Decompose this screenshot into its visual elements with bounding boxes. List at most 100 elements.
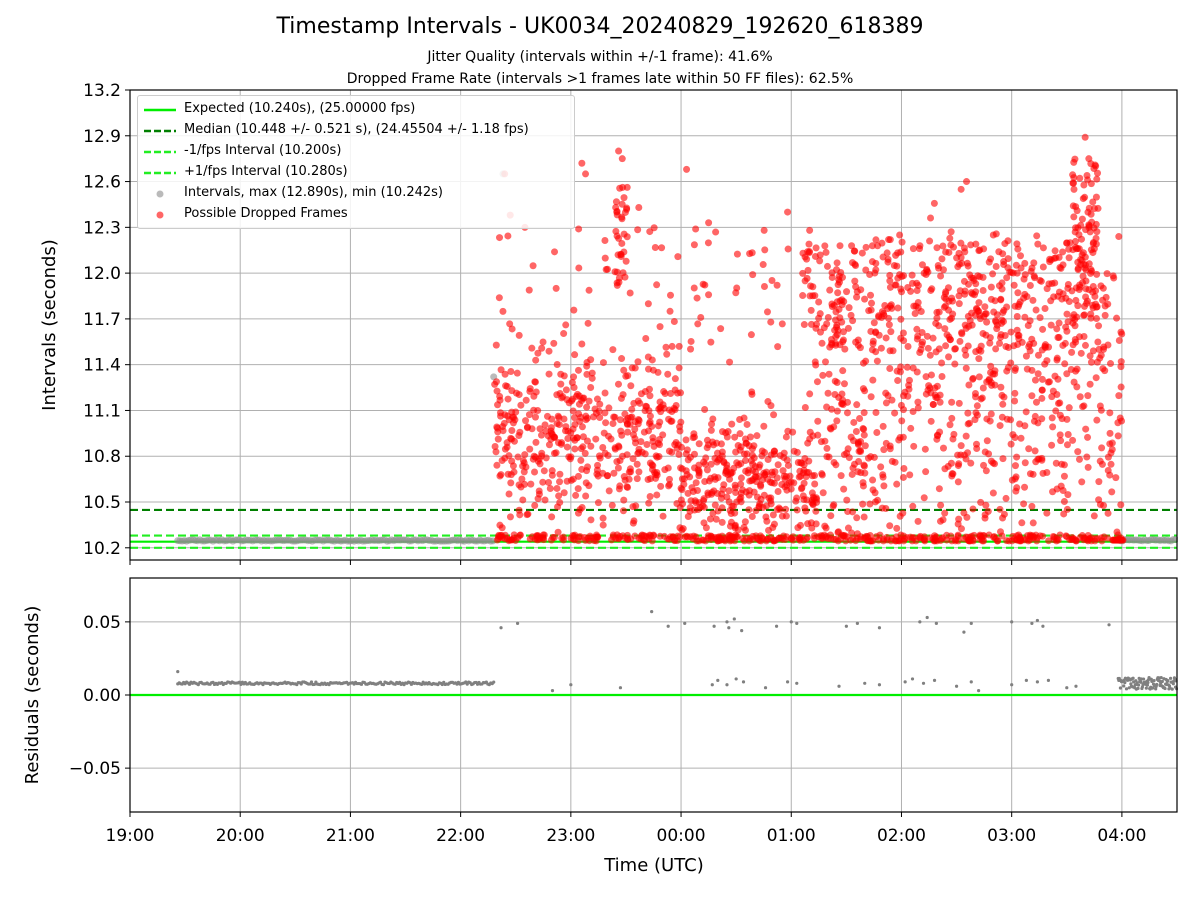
dropped-frame-point xyxy=(545,478,553,486)
dropped-frame-point xyxy=(1093,175,1101,183)
dropped-frame-point xyxy=(495,294,503,302)
dropped-frame-point xyxy=(789,536,797,544)
dropped-frame-point xyxy=(794,524,802,532)
dropped-frame-point xyxy=(987,255,995,263)
dropped-frame-point xyxy=(1052,254,1060,262)
dropped-frame-point xyxy=(989,489,997,497)
dropped-frame-point xyxy=(571,351,579,359)
dropped-frame-point xyxy=(897,363,905,371)
chart-title: Timestamp Intervals - UK0034_20240829_19… xyxy=(276,14,924,39)
dropped-frame-point xyxy=(982,467,990,475)
dropped-frame-point xyxy=(578,159,586,167)
dropped-frame-point xyxy=(909,245,917,253)
dropped-frame-point xyxy=(709,441,717,449)
dropped-frame-point xyxy=(1068,348,1076,356)
residual-point-45 xyxy=(954,684,959,688)
dropped-frame-point xyxy=(707,426,715,434)
dropped-frame-point xyxy=(578,504,586,512)
dropped-frame-point xyxy=(690,284,698,292)
residual-point xyxy=(1139,680,1143,684)
dropped-frame-point xyxy=(998,413,1006,421)
dropped-frame-point xyxy=(938,359,946,367)
dropped-frame-point xyxy=(1021,483,1029,491)
dropped-frame-point xyxy=(801,253,809,261)
dropped-frame-point xyxy=(825,453,833,461)
dropped-frame-point xyxy=(659,512,667,520)
dropped-frame-point xyxy=(914,281,922,289)
dropped-frame-point xyxy=(868,346,876,354)
dropped-frame-point xyxy=(1064,491,1072,499)
dropped-frame-point xyxy=(997,383,1005,391)
dropped-frame-point xyxy=(731,433,739,441)
dropped-frame-point xyxy=(950,243,958,251)
dropped-frame-point xyxy=(748,445,756,453)
dropped-frame-point xyxy=(1038,394,1046,402)
dropped-frame-point xyxy=(1093,416,1101,424)
dropped-frame-point xyxy=(690,241,698,249)
dropped-frame-point xyxy=(860,461,868,469)
dropped-frame-point xyxy=(726,358,734,366)
dropped-frame-point xyxy=(1060,472,1068,480)
dropped-frame-point xyxy=(707,338,715,346)
dropped-frame-point xyxy=(706,515,714,523)
dropped-frame-point xyxy=(579,443,587,451)
dropped-frame-point xyxy=(664,464,672,472)
dropped-frame-point xyxy=(657,482,665,490)
dropped-frame-point xyxy=(578,465,586,473)
dropped-frame-point xyxy=(948,398,956,406)
dropped-frame-point xyxy=(862,266,870,274)
dropped-frame-point xyxy=(919,338,927,346)
dropped-frame-point xyxy=(929,400,937,408)
dropped-frame-point xyxy=(913,368,921,376)
dropped-frame-point xyxy=(882,334,890,342)
residual-point xyxy=(1160,679,1164,684)
dropped-frame-point xyxy=(705,477,713,485)
residual-point-13 xyxy=(740,629,744,633)
dropped-frame-point xyxy=(514,453,522,461)
dropped-frame-point xyxy=(924,268,932,276)
dropped-frame-point xyxy=(996,505,1004,513)
dropped-frame-point xyxy=(957,239,965,247)
dropped-frame-point xyxy=(1117,328,1125,336)
dropped-frame-point xyxy=(967,537,975,545)
dropped-frame-point xyxy=(651,244,659,252)
dropped-frame-point xyxy=(885,321,893,329)
dropped-frame-point xyxy=(886,445,894,453)
dropped-frame-point xyxy=(936,428,944,436)
dropped-frame-point xyxy=(904,392,912,400)
dropped-frame-point xyxy=(767,451,775,459)
dropped-frame-point xyxy=(862,357,870,365)
dropped-frame-point xyxy=(609,533,617,541)
dropped-frame-point xyxy=(845,304,853,312)
dropped-frame-point xyxy=(760,282,768,290)
dropped-frame-point xyxy=(896,231,904,239)
dropped-frame-point xyxy=(585,482,593,490)
dropped-frame-point xyxy=(935,308,943,316)
dropped-frame-point xyxy=(620,496,628,504)
dropped-frame-point xyxy=(826,343,834,351)
dropped-frame-point xyxy=(844,324,852,332)
dropped-frame-point xyxy=(892,251,900,259)
dropped-frame-point xyxy=(1091,292,1099,300)
dropped-frame-point xyxy=(570,373,578,381)
dropped-frame-point xyxy=(553,484,561,492)
dropped-frame-point xyxy=(832,333,840,341)
dropped-frame-point xyxy=(571,420,579,428)
dropped-frame-point xyxy=(621,208,629,216)
dropped-frame-point xyxy=(879,422,887,430)
dropped-frame-point xyxy=(992,318,1000,326)
residual-point xyxy=(1118,686,1123,690)
residual-point-28 xyxy=(1041,624,1045,628)
dropped-frame-point xyxy=(1089,283,1097,291)
dropped-frame-point xyxy=(683,532,691,540)
dropped-frame-point xyxy=(1063,415,1071,423)
dropped-frame-point xyxy=(619,507,627,515)
dropped-frame-point xyxy=(853,401,861,409)
dropped-frame-point xyxy=(753,432,761,440)
dropped-frame-point xyxy=(513,369,521,377)
dropped-frame-point xyxy=(795,473,803,481)
dropped-frame-point xyxy=(567,453,575,461)
dropped-frame-point xyxy=(977,347,985,355)
dropped-frame-point xyxy=(673,389,681,397)
dropped-frame-point xyxy=(536,460,544,468)
